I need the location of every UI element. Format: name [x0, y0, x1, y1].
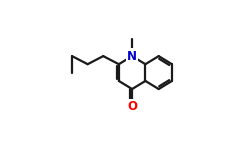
- Text: N: N: [127, 50, 137, 63]
- Text: O: O: [127, 100, 137, 113]
